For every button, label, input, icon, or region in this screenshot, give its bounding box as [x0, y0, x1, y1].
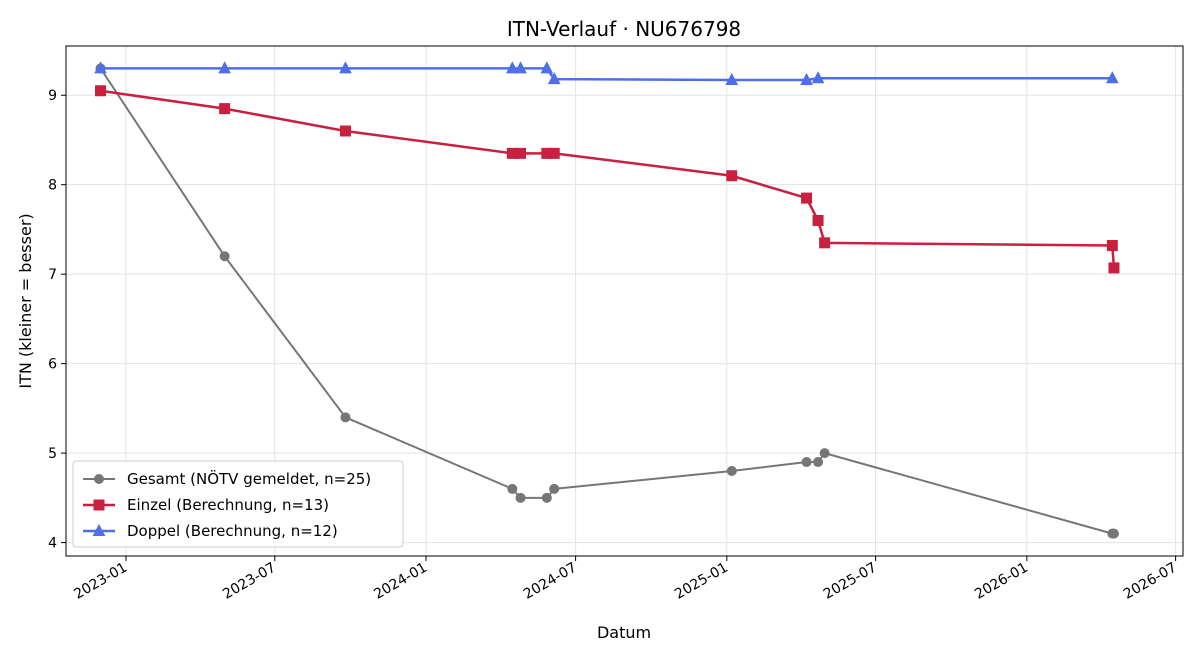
data-point [507, 483, 518, 494]
data-point [813, 457, 824, 468]
y-tick-label: 4 [48, 536, 57, 552]
data-point [819, 448, 830, 459]
data-point [505, 61, 519, 74]
legend: Gesamt (NÖTV gemeldet, n=25) Einzel (Bere… [72, 460, 404, 548]
x-tick-label: 2023-01 [71, 560, 130, 603]
x-tick-label: 2026-07 [1121, 560, 1180, 603]
series-line [100, 89, 1116, 268]
data-point [340, 412, 351, 423]
y-tick-label: 5 [48, 446, 57, 462]
legend-box [72, 460, 404, 548]
data-point [219, 251, 230, 262]
y-tick-label: 8 [48, 178, 57, 194]
x-tick-label: 2023-07 [220, 560, 279, 603]
data-point [811, 71, 825, 84]
series-triangle [94, 61, 1119, 85]
data-point [812, 214, 824, 226]
data-point [725, 72, 739, 85]
data-point [540, 61, 554, 74]
data-point [1106, 240, 1118, 252]
data-point [339, 61, 352, 74]
legend-label: Gesamt (NÖTV gemeldet, n=25) [127, 469, 371, 488]
data-point [726, 170, 738, 182]
y-tick-label: 9 [48, 88, 57, 104]
chart-title: ITN-Verlauf · NU676798 [507, 17, 741, 41]
plot-area-frame [65, 45, 1184, 557]
data-point [547, 72, 561, 85]
legend-label: Doppel (Berechnung, n=12) [127, 522, 338, 540]
x-axis: 2023-01 2023-07 2024-01 2024-07 2025-01 2025-… [71, 556, 1180, 603]
y-axis: 4 5 6 7 8 9 [48, 88, 66, 552]
data-point [219, 103, 231, 115]
x-tick-label: 2026-01 [972, 560, 1031, 603]
data-point [514, 61, 527, 74]
legend-label: Einzel (Berechnung, n=13) [127, 496, 329, 514]
data-point [95, 85, 107, 97]
x-tick-label: 2024-07 [521, 560, 580, 603]
data-point [1108, 528, 1119, 539]
legend-entry [83, 523, 115, 536]
data-point [801, 192, 813, 204]
x-tick-label: 2025-01 [672, 560, 731, 603]
series-line [100, 67, 1113, 82]
data-point [1108, 262, 1120, 274]
grid [66, 46, 1183, 556]
data-point [218, 61, 231, 74]
y-tick-label: 7 [48, 267, 57, 283]
data-point [541, 492, 552, 503]
x-tick-label: 2024-01 [371, 560, 430, 603]
data-point [94, 61, 107, 74]
legend-marker [92, 523, 106, 536]
y-axis-label: ITN (kleiner = besser) [16, 213, 35, 388]
series-layer [94, 61, 1120, 539]
data-point [801, 457, 812, 468]
legend-marker [93, 499, 105, 511]
data-point [726, 466, 737, 476]
legend-marker [94, 474, 104, 484]
data-point [819, 237, 831, 249]
data-point [339, 125, 351, 137]
data-point [549, 483, 560, 494]
data-point [1105, 71, 1119, 84]
x-tick-label: 2025-07 [821, 560, 880, 603]
data-point [548, 147, 560, 159]
data-point [515, 492, 526, 503]
x-axis-label: Datum [597, 623, 651, 642]
data-point [800, 72, 813, 85]
data-point [515, 147, 527, 159]
y-tick-label: 6 [48, 357, 57, 373]
legend-entry [83, 474, 115, 484]
legend-entry [83, 499, 115, 511]
series-square [95, 85, 1120, 274]
